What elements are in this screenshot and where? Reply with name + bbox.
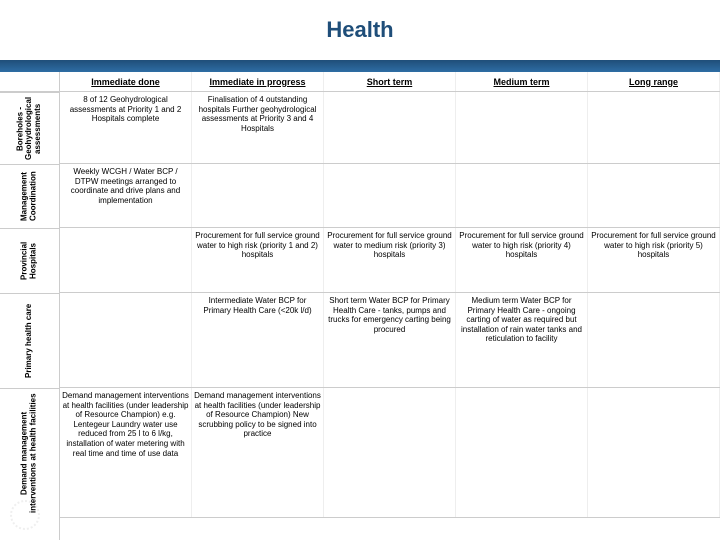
table-cell: Procurement for full service ground wate… <box>324 228 456 292</box>
table-cell <box>588 388 720 517</box>
table-cell: Finalisation of 4 outstanding hospitals … <box>192 92 324 163</box>
table-row: Procurement for full service ground wate… <box>60 228 720 293</box>
header: Health <box>0 0 720 60</box>
content-area: Immediate doneImmediate in progressShort… <box>60 72 720 540</box>
header-bar <box>0 60 720 72</box>
column-header: Immediate done <box>60 72 192 91</box>
page-title: Health <box>326 17 393 43</box>
table-row: 8 of 12 Geohydrological assessments at P… <box>60 92 720 164</box>
row-label: Provincial Hospitals <box>0 228 59 293</box>
table-cell: Short term Water BCP for Primary Health … <box>324 293 456 387</box>
table-cell <box>60 293 192 387</box>
row-label: Management Coordination <box>0 164 59 228</box>
table-cell <box>456 388 588 517</box>
table-cell: Procurement for full service ground wate… <box>588 228 720 292</box>
column-header: Immediate in progress <box>192 72 324 91</box>
watermark-icon <box>10 500 40 530</box>
column-headers: Immediate doneImmediate in progressShort… <box>60 72 720 92</box>
table-cell: Intermediate Water BCP for Primary Healt… <box>192 293 324 387</box>
table-cell: Procurement for full service ground wate… <box>192 228 324 292</box>
table-cell <box>60 228 192 292</box>
data-rows: 8 of 12 Geohydrological assessments at P… <box>60 92 720 540</box>
table-cell <box>324 388 456 517</box>
table-cell: 8 of 12 Geohydrological assessments at P… <box>60 92 192 163</box>
table-cell: Medium term Water BCP for Primary Health… <box>456 293 588 387</box>
table-cell <box>324 92 456 163</box>
table-cell: Demand management interventions at healt… <box>192 388 324 517</box>
table-cell <box>324 164 456 227</box>
row-label: Primary health care <box>0 293 59 388</box>
table-cell <box>588 293 720 387</box>
row-label-spacer <box>0 72 59 92</box>
table-row: Demand management interventions at healt… <box>60 388 720 518</box>
table-cell: Demand management interventions at healt… <box>60 388 192 517</box>
column-header: Long range <box>588 72 720 91</box>
row-labels-column: Boreholes - Geohydrological assessmentsM… <box>0 72 60 540</box>
table-cell <box>588 164 720 227</box>
table-row: Intermediate Water BCP for Primary Healt… <box>60 293 720 388</box>
table-cell <box>456 92 588 163</box>
table-row: Weekly WCGH / Water BCP / DTPW meetings … <box>60 164 720 228</box>
table-cell: Procurement for full service ground wate… <box>456 228 588 292</box>
table-cell <box>456 164 588 227</box>
row-label: Boreholes - Geohydrological assessments <box>0 92 59 164</box>
column-header: Short term <box>324 72 456 91</box>
table-cell <box>588 92 720 163</box>
row-label: Demand management interventions at healt… <box>0 388 59 518</box>
table-cell: Weekly WCGH / Water BCP / DTPW meetings … <box>60 164 192 227</box>
table: Boreholes - Geohydrological assessmentsM… <box>0 72 720 540</box>
column-header: Medium term <box>456 72 588 91</box>
table-cell <box>192 164 324 227</box>
